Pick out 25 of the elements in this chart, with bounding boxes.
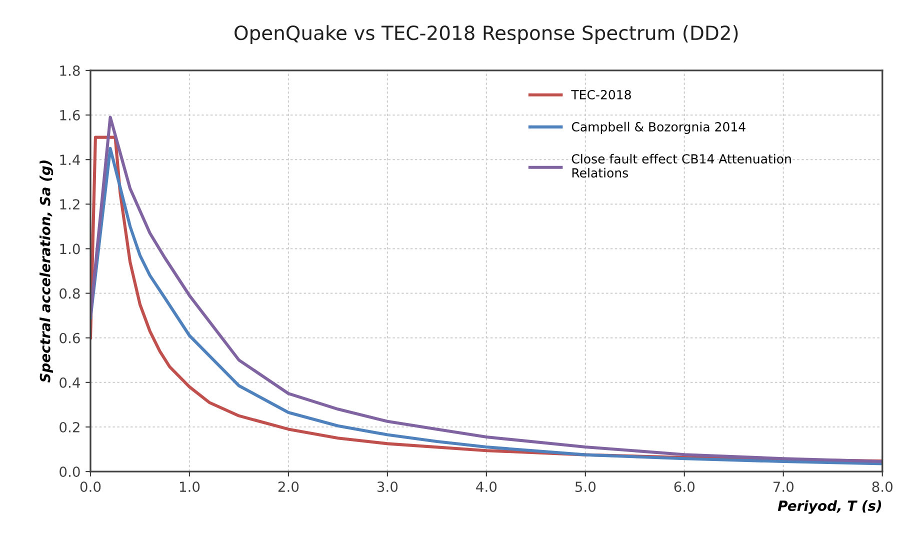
x-tick-label: 1.0	[180, 482, 200, 492]
x-tick-label: 4.0	[476, 482, 497, 492]
x-tick-label: 8.0	[872, 482, 892, 492]
y-tick-label: 0.2	[60, 422, 80, 432]
y-axis-title: Spectral acceleration, Sa (g)	[40, 160, 54, 383]
chart-title: OpenQuake vs TEC-2018 Response Spectrum (DD2)	[234, 25, 738, 44]
y-tick-label: 1.4	[60, 154, 80, 165]
x-tick-label: 2.0	[278, 482, 299, 492]
x-tick-label: 7.0	[773, 482, 794, 492]
x-tick-label: 3.0	[377, 482, 398, 492]
legend-label: Campbell & Bozorgnia 2014	[572, 122, 746, 134]
y-tick-label: 0.6	[60, 332, 80, 344]
x-tick-label: 0.0	[80, 482, 101, 492]
y-tick-label: 1.0	[60, 244, 80, 254]
y-tick-label: 0.8	[60, 288, 80, 299]
legend-label: Close fault effect CB14 Attenuation Relations	[572, 154, 791, 178]
x-axis-title: Periyod, T (s)	[778, 500, 882, 514]
y-tick-label: 0.0	[60, 466, 80, 478]
y-tick-label: 1.2	[60, 199, 80, 210]
y-tick-label: 1.8	[60, 65, 80, 76]
y-tick-label: 0.4	[60, 377, 80, 388]
x-tick-label: 6.0	[674, 482, 695, 492]
x-tick-label: 5.0	[575, 482, 596, 492]
y-tick-label: 1.6	[60, 110, 80, 120]
legend-label: TEC-2018	[571, 90, 631, 100]
